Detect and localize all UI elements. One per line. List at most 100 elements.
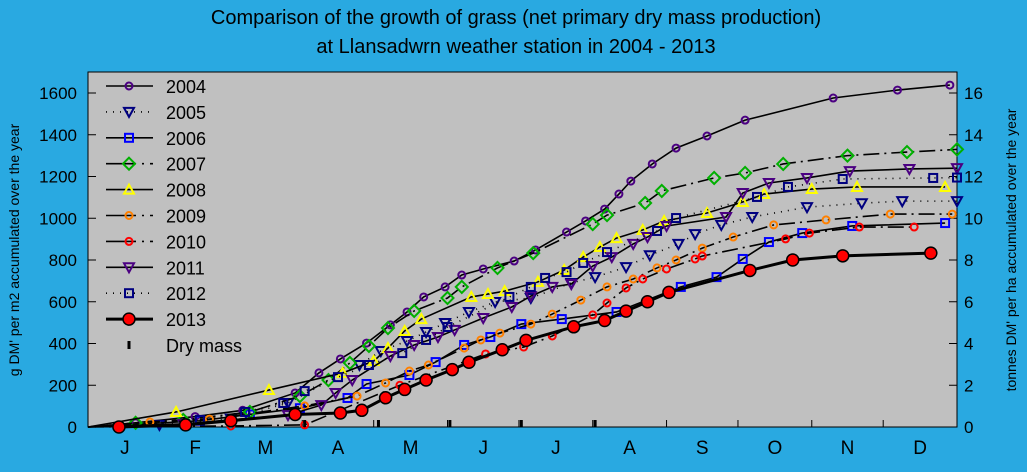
data-point bbox=[688, 229, 702, 242]
data-point bbox=[719, 211, 733, 225]
data-point bbox=[562, 227, 572, 237]
data-point bbox=[781, 234, 791, 244]
data-point bbox=[362, 338, 372, 348]
data-point bbox=[762, 177, 776, 191]
data-point bbox=[407, 339, 421, 353]
data-point bbox=[938, 179, 952, 192]
y-tick-label: 1400 bbox=[39, 126, 77, 145]
y-tick-label-right: 6 bbox=[964, 293, 973, 312]
data-point bbox=[124, 288, 134, 299]
data-point bbox=[647, 159, 657, 169]
series-line bbox=[87, 84, 950, 428]
data-point bbox=[821, 215, 831, 225]
data-point bbox=[314, 400, 329, 413]
data-point bbox=[525, 245, 541, 261]
legend-item-2009: 2009 bbox=[106, 207, 206, 227]
data-point bbox=[752, 191, 763, 202]
data-point bbox=[122, 182, 136, 195]
data-point bbox=[385, 320, 395, 330]
data-point bbox=[640, 295, 655, 309]
series-2007 bbox=[87, 141, 965, 431]
data-point bbox=[800, 172, 814, 186]
data-point bbox=[602, 247, 613, 258]
y-axis-label-right: tonnes DM' per ha accumulated over the y… bbox=[1003, 108, 1019, 391]
x-tick-label: S bbox=[696, 438, 709, 459]
series-2009 bbox=[87, 209, 957, 428]
data-point bbox=[124, 132, 134, 143]
data-point bbox=[178, 418, 193, 432]
data-point bbox=[576, 250, 590, 263]
data-point bbox=[614, 189, 624, 199]
data-point bbox=[524, 291, 538, 304]
data-point bbox=[445, 362, 460, 377]
data-point bbox=[361, 338, 377, 354]
data-point bbox=[419, 327, 433, 340]
x-tick-label: J bbox=[478, 438, 488, 459]
data-point bbox=[909, 222, 919, 232]
y-tick-label-right: 0 bbox=[964, 418, 973, 437]
y-tick-label-right: 12 bbox=[964, 168, 983, 187]
series-line bbox=[87, 213, 953, 428]
data-point bbox=[556, 314, 567, 325]
legend-item-2013: 2013 bbox=[106, 310, 206, 330]
data-point bbox=[440, 282, 450, 292]
legend-item-2007: 2007 bbox=[106, 155, 206, 175]
x-tick-label: F bbox=[189, 438, 201, 459]
y-tick-label: 400 bbox=[49, 335, 77, 354]
data-point bbox=[576, 295, 586, 305]
data-point bbox=[406, 303, 422, 319]
data-point bbox=[619, 262, 633, 275]
data-point bbox=[602, 282, 612, 292]
data-point bbox=[476, 335, 486, 345]
y-tick-label-right: 10 bbox=[964, 209, 983, 228]
data-point bbox=[464, 289, 479, 302]
data-point bbox=[588, 310, 598, 320]
data-point bbox=[628, 274, 638, 284]
data-point bbox=[314, 368, 324, 378]
data-point bbox=[321, 372, 336, 388]
data-point bbox=[545, 281, 559, 294]
data-point bbox=[352, 391, 362, 401]
data-point bbox=[397, 323, 412, 336]
data-point bbox=[278, 397, 289, 408]
data-point bbox=[397, 382, 412, 397]
data-point bbox=[671, 213, 682, 224]
data-point bbox=[586, 261, 600, 274]
data-point bbox=[599, 207, 615, 223]
data-point bbox=[561, 267, 572, 278]
series-line bbox=[87, 148, 958, 428]
data-point bbox=[454, 279, 470, 295]
data-point bbox=[924, 246, 938, 260]
data-point bbox=[381, 378, 391, 388]
data-point bbox=[476, 313, 490, 326]
legend-label: Dry mass bbox=[166, 336, 242, 356]
data-point bbox=[640, 232, 655, 245]
data-point bbox=[804, 228, 814, 238]
data-point bbox=[602, 298, 612, 308]
x-tick-label: N bbox=[841, 438, 855, 459]
data-point bbox=[843, 166, 857, 179]
data-point bbox=[702, 131, 712, 141]
data-point bbox=[662, 264, 672, 274]
data-point bbox=[690, 254, 700, 264]
data-point bbox=[743, 263, 757, 278]
data-point bbox=[495, 343, 510, 357]
data-point bbox=[519, 333, 533, 348]
legend-label: 2013 bbox=[166, 310, 206, 330]
data-point bbox=[440, 290, 455, 306]
data-point bbox=[504, 291, 515, 302]
data-point bbox=[593, 239, 607, 253]
series-2004 bbox=[87, 80, 955, 428]
data-point bbox=[547, 309, 557, 319]
x-tick-label: J bbox=[120, 438, 130, 459]
data-point bbox=[638, 274, 648, 284]
data-point bbox=[566, 320, 581, 334]
legend-item-2011: 2011 bbox=[106, 258, 205, 278]
data-point bbox=[122, 262, 136, 275]
data-point bbox=[525, 281, 536, 292]
data-point bbox=[481, 286, 495, 300]
data-point bbox=[950, 163, 964, 176]
data-point bbox=[414, 312, 429, 325]
data-point bbox=[397, 348, 408, 359]
x-tick-label: O bbox=[767, 438, 782, 459]
